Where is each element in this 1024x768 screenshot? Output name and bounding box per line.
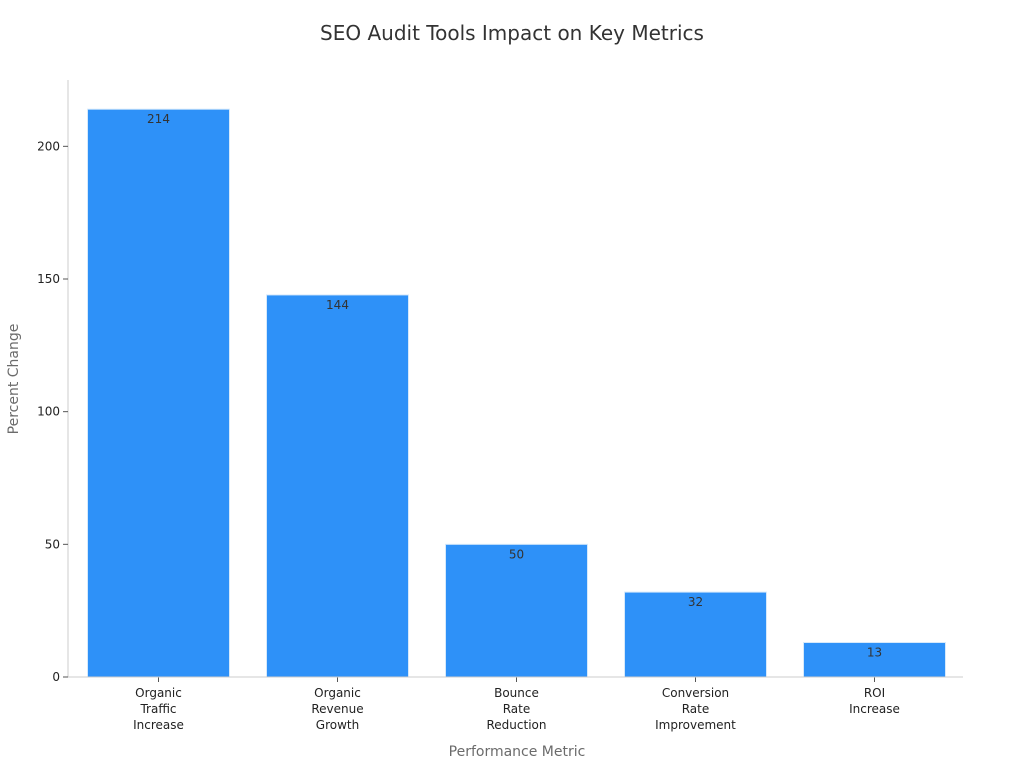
x-tick-label-line: Organic [135, 686, 182, 700]
chart-title: SEO Audit Tools Impact on Key Metrics [320, 21, 704, 45]
y-tick-label: 200 [37, 139, 60, 153]
y-tick-label: 50 [45, 537, 60, 551]
y-tick-label: 100 [37, 405, 60, 419]
x-tick-label-line: Bounce [494, 686, 539, 700]
x-tick-label-line: Rate [682, 702, 710, 716]
x-tick-label-line: ROI [864, 686, 885, 700]
x-tick-label: Organic Traffic Increase [133, 686, 184, 732]
data-label: 214 [147, 112, 170, 126]
data-label: 144 [326, 298, 349, 312]
x-axis-label: Performance Metric [449, 744, 586, 760]
x-tick-label-line: Improvement [655, 718, 736, 732]
bar [87, 108, 230, 678]
x-tick-label-line: Revenue [311, 702, 363, 716]
y-tick-label: 150 [37, 272, 60, 286]
x-tick-label-line: Traffic [139, 702, 176, 716]
bar [445, 543, 588, 678]
x-tick-label-line: Conversion [662, 686, 729, 700]
x-tick-label-line: Growth [316, 718, 359, 732]
x-tick-label: Bounce Rate Reduction [487, 686, 547, 732]
data-label: 32 [688, 595, 703, 609]
x-tick-label: ROI Increase [849, 686, 900, 716]
y-tick-label: 0 [52, 670, 60, 684]
bar [803, 642, 946, 678]
y-axis-label: Percent Change [6, 324, 22, 435]
bar [624, 591, 767, 678]
data-label: 13 [867, 646, 882, 660]
x-tick-label-line: Rate [503, 702, 531, 716]
x-tick-label: Organic Revenue Growth [311, 686, 363, 732]
x-tick-label: Conversion Rate Improvement [655, 686, 736, 732]
axes-group: Organic Traffic Increase Organic Revenue Grow… [37, 80, 963, 732]
x-tick-label-line: Increase [849, 702, 900, 716]
x-tick-label-line: Organic [314, 686, 361, 700]
x-tick-label-line: Increase [133, 718, 184, 732]
data-label: 50 [509, 547, 524, 561]
bar [266, 294, 409, 678]
x-tick-label-line: Reduction [487, 718, 547, 732]
bars-group: 214 144 50 32 13 [87, 108, 946, 678]
